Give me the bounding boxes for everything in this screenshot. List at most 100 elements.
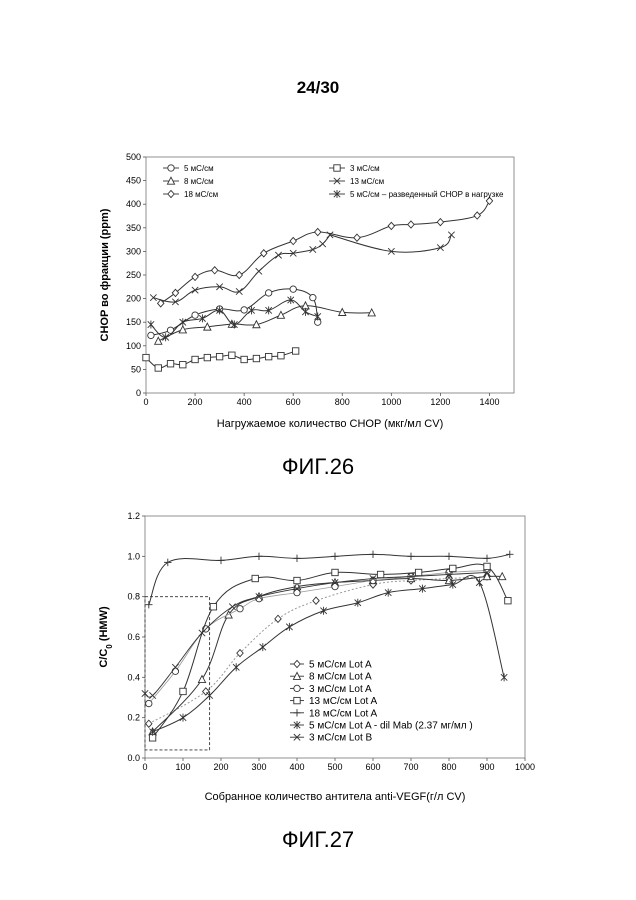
data-point [331,568,339,577]
data-point [230,320,238,329]
data-point [265,353,273,361]
legend-label: 18 мС/см [184,190,218,199]
y-tick-label: 350 [126,223,141,233]
data-point [149,294,157,302]
data-point [293,576,301,585]
legend-label: 5 мС/см – разведенный CHOP в нагрузке [350,190,504,199]
data-point [252,319,261,329]
x-tick-label: 600 [286,397,301,407]
data-point [436,217,445,227]
data-point [407,572,415,581]
x-tick-label: 400 [289,762,304,772]
x-tick-label: 600 [365,762,380,772]
data-point [376,570,385,579]
data-point [312,596,320,605]
data-point [198,314,206,323]
y-tick-label: 100 [126,341,141,351]
legend-marker [333,190,341,198]
legend-marker [167,164,175,172]
data-point [485,196,494,206]
data-point [292,347,300,355]
y-tick-label: 500 [126,152,141,162]
data-point [144,719,153,728]
x-tick-label: 100 [175,762,190,772]
data-point [384,588,392,597]
legend-marker [293,709,301,717]
series-1 [142,347,300,372]
y-tick-label: 450 [126,176,141,186]
x-tick-label: 1000 [515,762,535,772]
data-point [164,558,172,567]
x-tick-label: 200 [188,397,203,407]
x-tick-label: 700 [403,762,418,772]
data-point [166,326,175,334]
y-tick-label: 200 [126,294,141,304]
data-point [449,580,457,589]
data-point [197,674,207,683]
data-point [171,288,180,298]
legend-item: 5 мС/см – разведенный CHOP в нагрузке [329,190,504,199]
legend-label: 3 мС/см Lot B [309,733,373,744]
legend-label: 3 мС/см Lot A [309,684,372,695]
series-4 [145,550,514,609]
data-point [387,247,395,255]
figure-27-caption: ФИГ.27 [281,827,355,852]
data-point [171,663,179,671]
data-point [309,245,317,254]
data-point [147,331,155,340]
data-point [483,562,491,571]
legend-item: 5 мС/см [163,164,214,173]
legend-item: 3 мС/см [329,164,380,173]
x-tick-label: 0 [142,762,147,772]
data-point [255,552,263,561]
legend-item: 18 мС/см Lot A [290,708,378,719]
data-point [445,570,453,579]
highlight-box [144,596,211,751]
data-point [210,266,219,275]
data-point [236,648,244,658]
data-point [483,554,491,563]
x-tick-label: 900 [479,762,494,772]
legend-marker [167,189,175,199]
data-point [202,322,212,331]
series-4 [156,196,494,308]
data-point [247,306,256,315]
data-point [265,306,273,315]
legend-label: 3 мС/см [350,164,380,173]
x-tick-label: 1200 [430,397,450,407]
legend-item: 18 мС/см [163,189,218,199]
x-tick-label: 800 [441,762,456,772]
data-point [232,663,240,672]
x-axis-title: Собранное количество антитела anti-VEGF(… [205,791,466,803]
data-point [147,320,155,329]
data-point [171,298,179,306]
data-point [497,571,507,581]
legend-item: 5 мС/см Lot A - dil Mab (2.37 мг/мл ) [290,721,473,732]
data-point [293,588,301,597]
data-point [277,352,285,360]
data-point [331,579,339,587]
data-point [314,312,322,321]
legend-marker [292,671,302,680]
x-tick-label: 300 [251,762,266,772]
legend-marker [293,684,301,693]
data-point [216,283,224,291]
data-point [274,251,282,259]
legend-marker [333,177,341,185]
data-point [209,603,218,611]
data-point [482,571,492,581]
data-point [369,550,377,559]
y-tick-label: 0.6 [127,632,140,642]
data-point [276,310,286,319]
y-tick-label: 0 [136,388,141,398]
data-point [265,289,273,297]
data-point [506,550,514,559]
legend-marker [293,721,301,729]
y-tick-label: 300 [126,246,141,256]
data-point [153,336,163,345]
data-point [217,556,225,565]
legend-label: 13 мС/см Lot A [309,696,378,707]
data-point [289,249,297,257]
